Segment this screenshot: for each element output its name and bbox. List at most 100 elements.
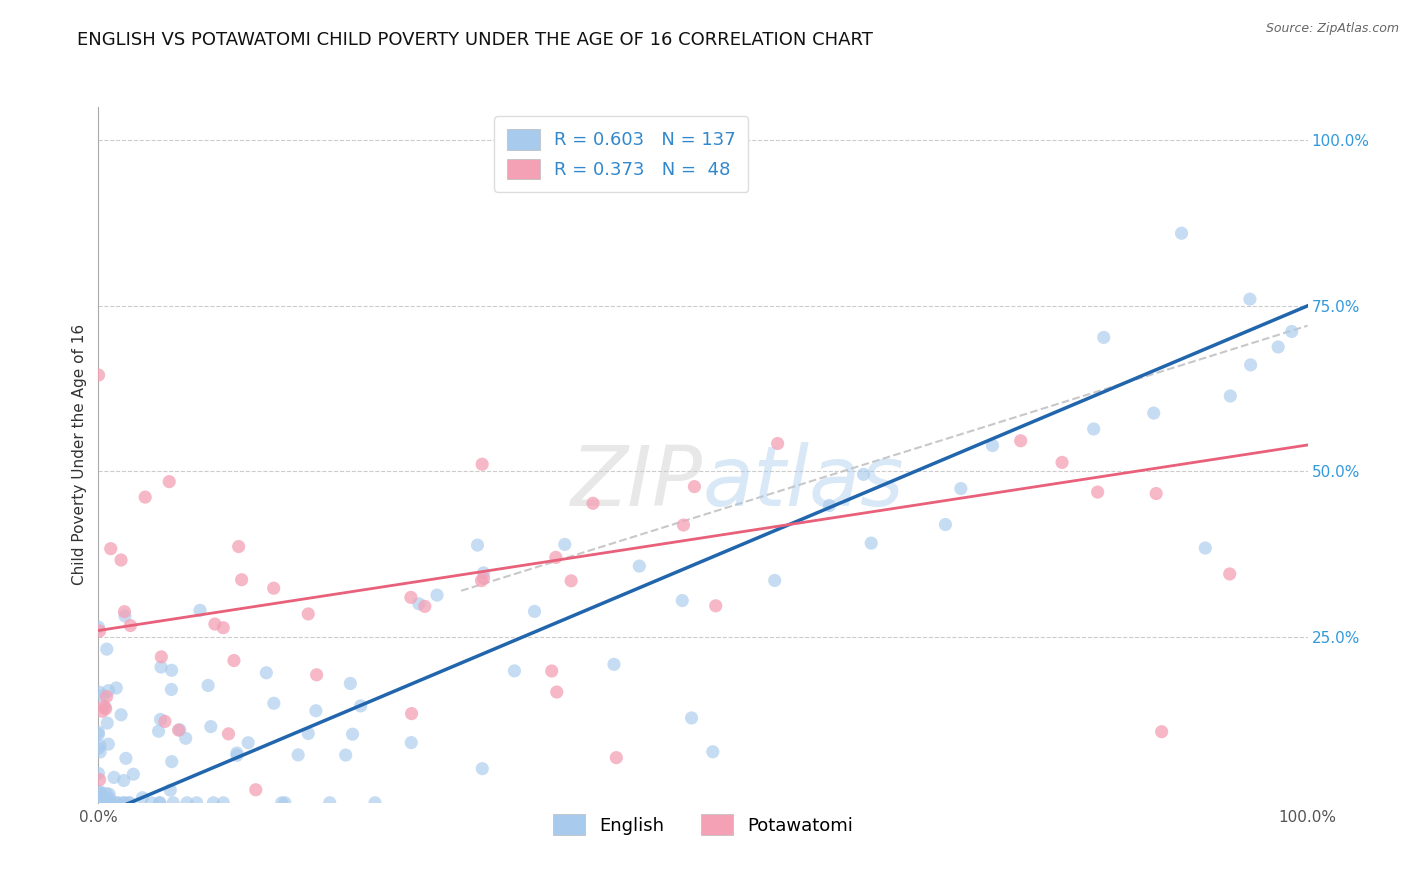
Point	[96, 796, 118, 810]
Point	[87, 796, 110, 810]
Point	[263, 696, 285, 710]
Point	[605, 750, 627, 764]
Point	[89, 796, 111, 810]
Point	[97, 796, 120, 810]
Point	[270, 796, 292, 810]
Point	[87, 620, 110, 634]
Point	[105, 796, 128, 810]
Point	[546, 685, 568, 699]
Point	[94, 796, 117, 810]
Point	[934, 517, 956, 532]
Point	[96, 787, 118, 801]
Point	[87, 796, 110, 810]
Point	[704, 599, 727, 613]
Legend: English, Potawatomi: English, Potawatomi	[546, 807, 860, 842]
Point	[399, 591, 422, 605]
Point	[134, 490, 156, 504]
Point	[305, 704, 328, 718]
Point	[200, 720, 222, 734]
Point	[97, 737, 120, 751]
Point	[93, 796, 115, 810]
Point	[90, 796, 112, 810]
Point	[554, 537, 576, 551]
Point	[226, 748, 249, 763]
Point	[471, 762, 494, 776]
Point	[169, 723, 191, 737]
Point	[87, 796, 110, 810]
Point	[91, 796, 114, 810]
Point	[245, 782, 267, 797]
Point	[408, 597, 430, 611]
Point	[87, 796, 110, 810]
Point	[1150, 724, 1173, 739]
Point	[91, 689, 114, 703]
Point	[89, 685, 111, 699]
Point	[342, 727, 364, 741]
Point	[197, 678, 219, 692]
Point	[89, 786, 111, 800]
Point	[413, 599, 436, 614]
Point	[97, 683, 120, 698]
Point	[202, 796, 225, 810]
Point	[90, 796, 112, 810]
Point	[118, 796, 141, 810]
Point	[87, 741, 110, 756]
Point	[176, 796, 198, 810]
Point	[1239, 292, 1261, 306]
Point	[523, 604, 546, 618]
Point	[87, 796, 110, 810]
Point	[148, 724, 170, 739]
Point	[160, 755, 183, 769]
Point	[297, 607, 319, 621]
Point	[681, 711, 703, 725]
Point	[107, 796, 129, 810]
Point	[91, 704, 114, 718]
Point	[702, 745, 724, 759]
Point	[1267, 340, 1289, 354]
Point	[97, 796, 120, 810]
Point	[131, 790, 153, 805]
Point	[111, 796, 134, 810]
Point	[87, 766, 110, 780]
Point	[150, 649, 173, 664]
Point	[263, 581, 285, 595]
Point	[544, 550, 567, 565]
Point	[167, 723, 190, 737]
Point	[254, 665, 277, 680]
Point	[87, 796, 110, 810]
Point	[90, 796, 112, 810]
Point	[470, 574, 492, 588]
Point	[117, 796, 139, 810]
Point	[96, 796, 118, 810]
Point	[89, 745, 111, 759]
Point	[87, 796, 110, 810]
Point	[112, 796, 135, 810]
Point	[162, 796, 184, 810]
Point	[94, 700, 117, 714]
Point	[87, 796, 110, 810]
Point	[225, 746, 247, 760]
Point	[149, 713, 172, 727]
Point	[114, 609, 136, 624]
Point	[319, 796, 342, 810]
Point	[87, 796, 110, 810]
Point	[89, 772, 111, 787]
Point	[852, 467, 875, 482]
Point	[818, 499, 841, 513]
Point	[471, 457, 494, 471]
Point	[503, 664, 526, 678]
Point	[87, 796, 110, 810]
Point	[222, 654, 245, 668]
Point	[100, 541, 122, 556]
Point	[91, 796, 114, 810]
Point	[364, 796, 387, 810]
Point	[683, 480, 706, 494]
Point	[305, 668, 328, 682]
Point	[297, 726, 319, 740]
Point	[174, 731, 197, 746]
Point	[1083, 422, 1105, 436]
Point	[87, 796, 110, 810]
Point	[153, 714, 176, 729]
Point	[148, 796, 170, 810]
Point	[98, 791, 121, 805]
